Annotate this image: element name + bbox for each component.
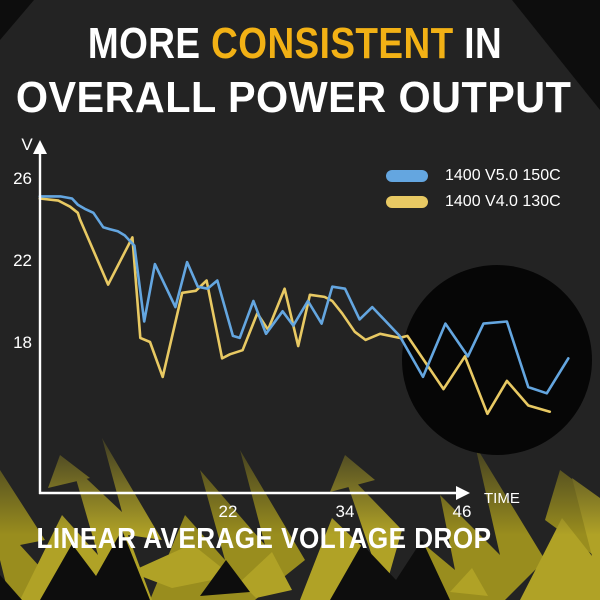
x-tick-34: 34 — [336, 502, 355, 521]
x-tick-22: 22 — [219, 502, 238, 521]
x-tick-labels: 22 34 46 — [219, 502, 472, 521]
y-tick-labels: 26 22 18 — [13, 169, 32, 352]
corner-wedge-top-right — [512, 0, 600, 110]
title-line-1: MORE CONSISTENT IN — [47, 20, 543, 68]
title-highlight: CONSISTENT — [211, 19, 454, 68]
y-tick-18: 18 — [13, 333, 32, 352]
title-prefix: MORE — [87, 19, 212, 68]
title-line-2: OVERALL POWER OUTPUT — [15, 73, 572, 122]
y-axis-title: V — [21, 135, 33, 154]
lightning-shadows — [0, 530, 450, 600]
legend-swatch-v5 — [386, 170, 428, 182]
caption: LINEAR AVERAGE VOLTAGE DROP — [36, 523, 492, 555]
series-line-v5 — [38, 195, 570, 395]
y-axis-arrow-icon — [33, 140, 47, 154]
legend-swatch-v4 — [386, 196, 428, 208]
legend-item-v5: 1400 V5.0 150C — [386, 167, 561, 184]
legend-label-v5: 1400 V5.0 150C — [445, 167, 561, 184]
y-tick-22: 22 — [13, 251, 32, 270]
x-tick-46: 46 — [453, 502, 472, 521]
legend-label-v4: 1400 V4.0 130C — [445, 193, 561, 210]
legend-item-v4: 1400 V4.0 130C — [386, 193, 561, 210]
x-axis-arrow-icon — [456, 486, 470, 500]
y-tick-26: 26 — [13, 169, 32, 188]
title-suffix: IN — [453, 19, 503, 68]
corner-wedge-top-left — [0, 0, 34, 40]
legend: 1400 V5.0 150C 1400 V4.0 130C — [386, 167, 561, 210]
x-axis-title: TIME — [484, 490, 520, 507]
highlight-circle — [402, 265, 592, 455]
